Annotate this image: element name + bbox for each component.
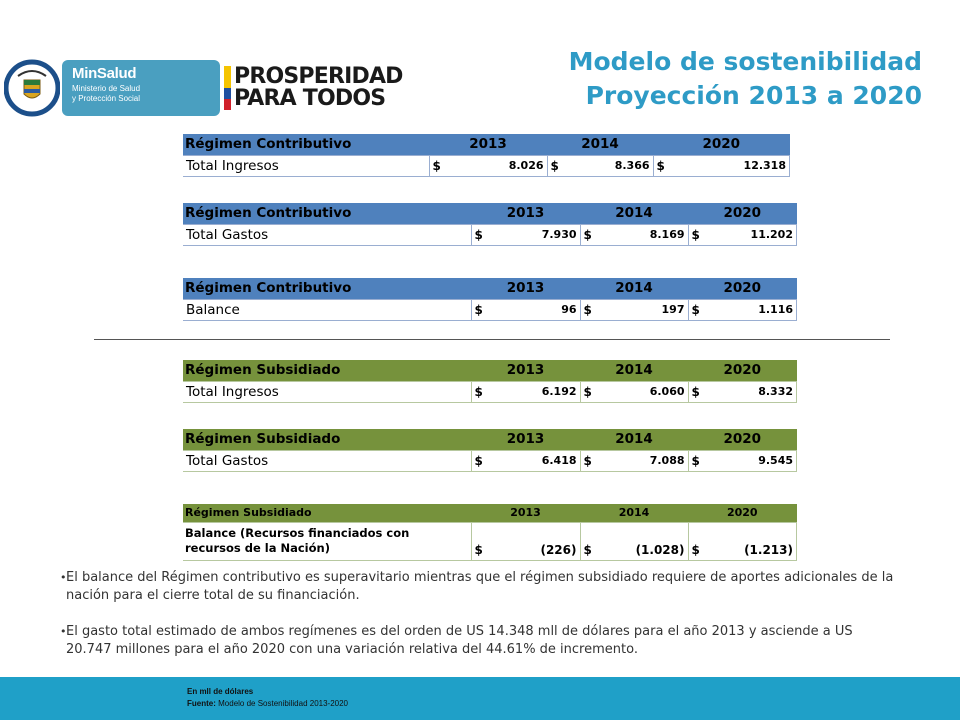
footer-bar: En mll de dólares Fuente: Modelo de Sost…: [0, 677, 960, 720]
value-cell: $ (1.028): [579, 521, 689, 561]
value-cell: $7.930: [470, 223, 581, 246]
source-text: Modelo de Sostenibilidad 2013-2020: [218, 699, 348, 708]
row-label: Total Gastos: [183, 223, 472, 246]
regimen-header: Régimen Subsidiado: [183, 360, 471, 381]
year-header: 2020: [688, 278, 797, 299]
year-header: 2013: [471, 504, 580, 522]
year-header: 2013: [471, 429, 580, 450]
page-title: Modelo de sostenibilidad Proyección 2013…: [569, 45, 922, 113]
year-header: 2020: [688, 360, 797, 381]
year-header: 2013: [471, 278, 580, 299]
year-header: 2014: [580, 360, 688, 381]
value-cell: $7.088: [579, 449, 689, 472]
minsalud-name: MinSalud: [72, 65, 137, 82]
value-cell: $6.192: [470, 380, 581, 403]
row-label: Balance: [183, 298, 472, 321]
table-contributivo-gastos: Régimen Contributivo 2013 2014 2020 Tota…: [183, 203, 797, 246]
value-cell: $ (1.213): [687, 521, 797, 561]
row-label: Total Ingresos: [183, 154, 430, 177]
minsalud-subtitle-2: y Protección Social: [72, 94, 141, 103]
year-header: 2014: [580, 504, 688, 522]
year-header: 2020: [653, 134, 790, 155]
year-header: 2020: [688, 203, 797, 224]
value-cell: $1.116: [687, 298, 797, 321]
regimen-header: Régimen Contributivo: [183, 203, 471, 224]
footer-notes: En mll de dólares Fuente: Modelo de Sost…: [187, 686, 348, 710]
year-header: 2014: [547, 134, 653, 155]
year-header: 2014: [580, 278, 688, 299]
coat-of-arms-logo: [3, 58, 61, 118]
minsalud-logo: MinSalud Ministerio de Salud y Protecció…: [62, 60, 220, 116]
table-row: Total Ingresos $8.026 $8.366 $12.318: [183, 154, 790, 177]
table-row: Balance $96 $197 $1.116: [183, 298, 797, 321]
value-cell: $197: [579, 298, 689, 321]
value-cell: $ (226): [470, 521, 581, 561]
regimen-header: Régimen Contributivo: [183, 134, 429, 155]
table-row: Balance (Recursos financiados con recurs…: [183, 521, 797, 561]
prosperidad-line1: PROSPERIDAD: [234, 64, 403, 89]
value-cell: $11.202: [687, 223, 797, 246]
year-header: 2013: [471, 360, 580, 381]
prosperidad-line2: PARA TODOS: [234, 86, 386, 111]
table-row: Total Ingresos $6.192 $6.060 $8.332: [183, 380, 797, 403]
table-contributivo-balance: Régimen Contributivo 2013 2014 2020 Bala…: [183, 278, 797, 321]
value-cell: $8.169: [579, 223, 689, 246]
prosperidad-logo: PROSPERIDAD PARA TODOS: [224, 64, 404, 112]
title-line-1: Modelo de sostenibilidad: [568, 47, 922, 76]
source-label: Fuente:: [187, 699, 216, 708]
year-header: 2014: [580, 429, 688, 450]
year-header: 2020: [688, 504, 797, 522]
value-cell: $12.318: [652, 154, 790, 177]
bullet-item: El balance del Régimen contributivo es s…: [60, 569, 896, 605]
regimen-header: Régimen Subsidiado: [183, 504, 471, 522]
value-cell: $96: [470, 298, 581, 321]
value-cell: $8.332: [687, 380, 797, 403]
section-divider: [94, 339, 890, 340]
year-header: 2013: [471, 203, 580, 224]
units-note: En mll de dólares: [187, 687, 254, 696]
table-subsidiado-ingresos: Régimen Subsidiado 2013 2014 2020 Total …: [183, 360, 797, 403]
regimen-header: Régimen Subsidiado: [183, 429, 471, 450]
row-label: Total Ingresos: [183, 380, 472, 403]
regimen-header: Régimen Contributivo: [183, 278, 471, 299]
table-row: Total Gastos $6.418 $7.088 $9.545: [183, 449, 797, 472]
table-contributivo-ingresos: Régimen Contributivo 2013 2014 2020 Tota…: [183, 134, 790, 177]
value-cell: $9.545: [687, 449, 797, 472]
value-cell: $6.418: [470, 449, 581, 472]
notes-bullets: El balance del Régimen contributivo es s…: [60, 569, 896, 677]
title-line-2: Proyección 2013 a 2020: [585, 81, 922, 110]
row-label: Total Gastos: [183, 449, 472, 472]
year-header: 2014: [580, 203, 688, 224]
flag-yellow-bar: [224, 66, 231, 88]
table-subsidiado-gastos: Régimen Subsidiado 2013 2014 2020 Total …: [183, 429, 797, 472]
year-header: 2020: [688, 429, 797, 450]
bullet-item: El gasto total estimado de ambos regímen…: [60, 623, 896, 659]
row-label: Balance (Recursos financiados con recurs…: [183, 521, 472, 561]
value-cell: $8.026: [428, 154, 548, 177]
table-subsidiado-balance: Régimen Subsidiado 2013 2014 2020 Balanc…: [183, 504, 797, 561]
flag-red-bar: [224, 99, 231, 110]
value-cell: $6.060: [579, 380, 689, 403]
value-cell: $8.366: [546, 154, 654, 177]
year-header: 2013: [429, 134, 547, 155]
flag-blue-bar: [224, 88, 231, 99]
table-row: Total Gastos $7.930 $8.169 $11.202: [183, 223, 797, 246]
minsalud-subtitle-1: Ministerio de Salud: [72, 84, 141, 93]
